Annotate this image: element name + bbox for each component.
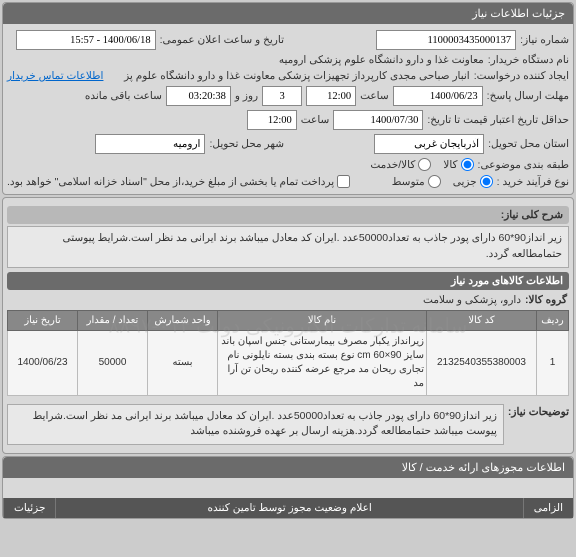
permits-body: الزامی اعلام وضعیت مجوز توسط تامین کننده… <box>3 478 573 518</box>
table-header-row: ردیف کد کالا نام کالا واحد شمارش تعداد /… <box>8 310 569 330</box>
min-valid-date-input[interactable] <box>333 110 423 130</box>
table-row[interactable]: 1 2132540355380003 زیرانداز یکبار مصرف ب… <box>8 330 569 395</box>
td-code: 2132540355380003 <box>427 330 537 395</box>
buy-radio-jozee[interactable]: جزیی <box>453 175 493 188</box>
desc-text-box: زیر انداز90*60 دارای پودر جاذب به تعداد5… <box>7 226 569 268</box>
buyer-value: معاونت غذا و دارو دانشگاه علوم پزشکی ارو… <box>279 54 484 66</box>
radio-kala-input[interactable] <box>461 158 474 171</box>
td-date: 1400/06/23 <box>8 330 78 395</box>
radio-jozee-label: جزیی <box>453 176 477 188</box>
panel-header: جزئیات اطلاعات نیاز <box>3 3 573 24</box>
province-label: استان محل تحویل: <box>488 138 569 150</box>
permits-footer-row: الزامی اعلام وضعیت مجوز توسط تامین کننده… <box>3 498 573 518</box>
saat-label-1: ساعت <box>360 90 389 102</box>
notes-label: توضیحات نیاز: <box>508 402 569 418</box>
td-idx: 1 <box>537 330 569 395</box>
city-input[interactable] <box>95 134 205 154</box>
buy-type-label: نوع فرآیند خرید : <box>497 176 569 188</box>
radio-khadamat-input[interactable] <box>418 158 431 171</box>
td-qty: 50000 <box>78 330 148 395</box>
th-unit: واحد شمارش <box>148 310 218 330</box>
notes-text-box: زیر انداز90*60 دارای پودر جاذب به تعداد5… <box>7 404 504 446</box>
need-no-label: شماره نیاز: <box>520 34 569 46</box>
need-desc-panel: شرح کلی نیاز: زیر انداز90*60 دارای پودر … <box>2 197 574 454</box>
td-unit: بسته <box>148 330 218 395</box>
items-table: ردیف کد کالا نام کالا واحد شمارش تعداد /… <box>7 310 569 396</box>
treasury-check[interactable]: پرداخت تمام یا بخشی از مبلغ خرید،از محل … <box>7 175 350 188</box>
deadline-time-input[interactable] <box>306 86 356 106</box>
class-radio-group: کالا کالا/خدمت <box>370 158 473 171</box>
panel2-body: شرح کلی نیاز: زیر انداز90*60 دارای پودر … <box>3 198 573 453</box>
th-idx: ردیف <box>537 310 569 330</box>
radio-khadamat-label: کالا/خدمت <box>370 159 415 171</box>
saat-label-2: ساعت <box>301 114 330 126</box>
buyer-contact-link[interactable]: اطلاعات تماس خریدار <box>7 70 103 82</box>
radio-kala-label: کالا <box>443 159 457 171</box>
items-title-label: اطلاعات کالاهای مورد نیاز <box>7 272 569 290</box>
class-radio-khadamat[interactable]: کالا/خدمت <box>370 158 431 171</box>
need-no-input[interactable] <box>376 30 516 50</box>
deadline-label: مهلت ارسال پاسخ: <box>487 90 569 102</box>
radio-motavaset-input[interactable] <box>428 175 441 188</box>
permits-panel: اطلاعات مجوزهای ارائه خدمت / کالا الزامی… <box>2 456 574 519</box>
creator-value: انبار صباحی مجدی کارپرداز تجهیزات پزشکی … <box>107 70 469 82</box>
group-value: دارو، پزشکی و سلامت <box>423 294 521 306</box>
permits-header: اطلاعات مجوزهای ارائه خدمت / کالا <box>3 457 573 478</box>
th-qty: تعداد / مقدار <box>78 310 148 330</box>
th-date: تاریخ نیاز <box>8 310 78 330</box>
class-radio-kala[interactable]: کالا <box>443 158 473 171</box>
th-name: نام کالا <box>218 310 427 330</box>
announce-label: تاریخ و ساعت اعلان عمومی: <box>160 34 284 46</box>
min-valid-time-input[interactable] <box>247 110 297 130</box>
deadline-date-input[interactable] <box>393 86 483 106</box>
desc-title-label: شرح کلی نیاز: <box>7 206 569 224</box>
treasury-checkbox-input[interactable] <box>337 175 350 188</box>
need-details-panel: جزئیات اطلاعات نیاز شماره نیاز: تاریخ و … <box>2 2 574 195</box>
creator-label: ایجاد کننده درخواست: <box>474 70 569 82</box>
footer-col-status: اعلام وضعیت مجوز توسط تامین کننده <box>55 498 522 518</box>
footer-col-details: جزئیات <box>3 498 55 518</box>
province-input[interactable] <box>374 134 484 154</box>
min-valid-label: حداقل تاریخ اعتبار قیمت تا تاریخ: <box>427 114 569 126</box>
radio-jozee-input[interactable] <box>480 175 493 188</box>
radio-motavaset-label: متوسط <box>392 176 425 188</box>
days-input[interactable] <box>262 86 302 106</box>
city-label: شهر محل تحویل: <box>209 138 284 150</box>
group-label: گروه کالا: <box>525 294 567 306</box>
treasury-check-label: پرداخت تمام یا بخشی از مبلغ خرید،از محل … <box>7 176 334 188</box>
buyer-label: نام دستگاه خریدار: <box>488 54 569 66</box>
footer-col-mandatory: الزامی <box>523 498 573 518</box>
class-label: طبقه بندی موضوعی: <box>478 159 569 171</box>
th-code: کد کالا <box>427 310 537 330</box>
td-name: زیرانداز یکبار مصرف بیمارستانی جنس اسپان… <box>218 330 427 395</box>
remain-label: ساعت باقی مانده <box>85 90 162 102</box>
buy-radio-motavaset[interactable]: متوسط <box>392 175 441 188</box>
panel-body: شماره نیاز: تاریخ و ساعت اعلان عمومی: نا… <box>3 24 573 194</box>
announce-input[interactable] <box>16 30 156 50</box>
remain-time-input[interactable] <box>166 86 231 106</box>
rooz-label: روز و <box>235 90 258 102</box>
buy-type-radio-group: جزیی متوسط <box>392 175 493 188</box>
